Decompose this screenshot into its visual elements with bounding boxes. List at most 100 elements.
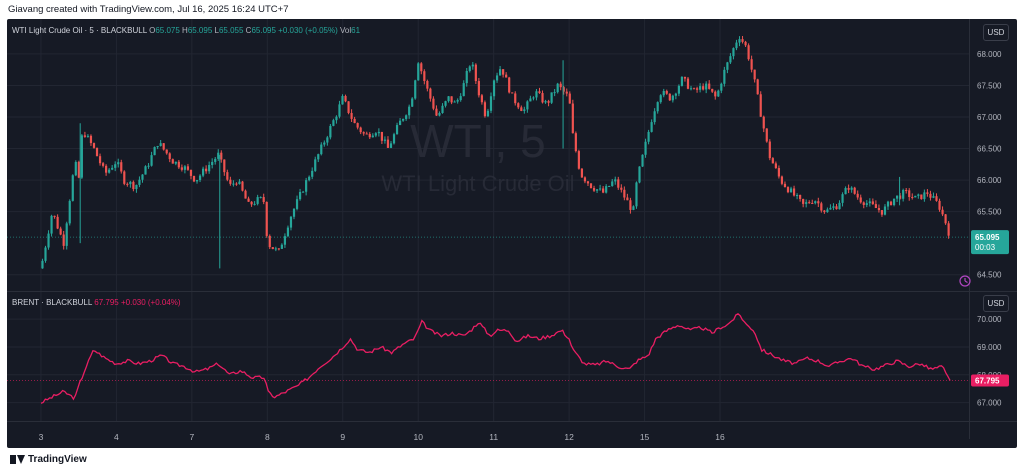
wti-candle[interactable]: [68, 200, 71, 224]
wti-candle[interactable]: [568, 93, 571, 104]
wti-candle[interactable]: [483, 102, 487, 117]
wti-candle[interactable]: [914, 195, 917, 198]
wti-candle[interactable]: [329, 125, 332, 138]
wti-candle[interactable]: [189, 169, 193, 176]
wti-candle[interactable]: [377, 131, 380, 134]
wti-candle[interactable]: [562, 87, 565, 92]
wti-candle[interactable]: [153, 147, 156, 156]
wti-candle[interactable]: [686, 78, 690, 89]
wti-candle[interactable]: [241, 181, 244, 191]
wti-candle[interactable]: [892, 198, 896, 206]
wti-candle[interactable]: [350, 112, 353, 119]
wti-candle[interactable]: [144, 166, 147, 175]
wti-candle[interactable]: [277, 248, 280, 250]
wti-candle[interactable]: [105, 165, 108, 173]
wti-candle[interactable]: [729, 56, 732, 63]
wti-candle[interactable]: [468, 66, 471, 71]
wti-candle[interactable]: [408, 106, 411, 116]
wti-candle[interactable]: [595, 189, 599, 191]
wti-candle[interactable]: [917, 194, 920, 196]
wti-candle[interactable]: [774, 163, 777, 169]
wti-candle[interactable]: [492, 80, 496, 97]
wti-candle[interactable]: [659, 95, 662, 103]
wti-candle[interactable]: [896, 195, 899, 199]
wti-candle[interactable]: [565, 91, 568, 94]
wti-candle[interactable]: [929, 193, 932, 198]
wti-candle[interactable]: [762, 116, 765, 129]
wti-candle[interactable]: [583, 177, 587, 182]
wti-candle[interactable]: [447, 96, 450, 102]
wti-candle[interactable]: [98, 156, 102, 164]
wti-candle[interactable]: [811, 202, 814, 204]
wti-candle[interactable]: [620, 187, 623, 190]
wti-candle[interactable]: [338, 104, 341, 117]
wti-candle[interactable]: [556, 83, 559, 93]
brent-symbol[interactable]: BRENT · BLACKBULL: [12, 298, 93, 307]
wti-candle[interactable]: [526, 101, 529, 110]
wti-candle[interactable]: [753, 69, 756, 80]
wti-candle[interactable]: [286, 227, 290, 237]
wti-candle[interactable]: [538, 91, 541, 94]
wti-candle[interactable]: [511, 92, 514, 94]
wti-candle[interactable]: [208, 165, 211, 172]
wti-candle[interactable]: [838, 202, 841, 210]
wti-candle[interactable]: [205, 168, 208, 172]
wti-candle[interactable]: [862, 202, 865, 205]
alert-clock-icon[interactable]: [959, 275, 971, 287]
wti-candle[interactable]: [677, 85, 680, 94]
wti-candle[interactable]: [947, 223, 950, 236]
wti-candle[interactable]: [59, 228, 62, 235]
wti-candle[interactable]: [547, 101, 550, 103]
wti-candle[interactable]: [56, 216, 59, 229]
wti-candle[interactable]: [662, 91, 665, 96]
wti-candle[interactable]: [289, 216, 293, 228]
wti-candle[interactable]: [683, 76, 687, 79]
wti-candle[interactable]: [820, 203, 823, 211]
wti-candle[interactable]: [750, 59, 753, 70]
wti-candle[interactable]: [544, 101, 547, 103]
wti-candle[interactable]: [335, 116, 338, 121]
wti-candle[interactable]: [480, 95, 484, 103]
wti-candle[interactable]: [520, 107, 523, 111]
wti-candle[interactable]: [523, 109, 526, 111]
wti-candle[interactable]: [365, 133, 368, 135]
wti-candle[interactable]: [92, 143, 96, 148]
wti-candle[interactable]: [238, 181, 241, 185]
wti-candle[interactable]: [220, 152, 223, 160]
wti-candle[interactable]: [920, 194, 923, 200]
wti-candle[interactable]: [44, 247, 47, 261]
wti-candle[interactable]: [171, 159, 174, 164]
wti-candle[interactable]: [280, 244, 283, 249]
wti-candle[interactable]: [165, 149, 168, 154]
wti-candle[interactable]: [347, 101, 350, 113]
wti-candle[interactable]: [586, 181, 590, 184]
tradingview-footer[interactable]: TradingView: [10, 454, 87, 465]
wti-candle[interactable]: [908, 190, 911, 197]
wti-candle[interactable]: [298, 191, 302, 200]
wti-candle[interactable]: [517, 103, 520, 108]
wti-candle[interactable]: [211, 161, 214, 166]
wti-candle[interactable]: [868, 201, 871, 204]
wti-candle[interactable]: [435, 108, 438, 116]
wti-candle[interactable]: [274, 248, 277, 250]
wti-candle[interactable]: [117, 162, 120, 165]
wti-candle[interactable]: [332, 120, 335, 126]
wti-candle[interactable]: [86, 135, 90, 137]
wti-candle[interactable]: [77, 161, 80, 178]
wti-candle[interactable]: [41, 260, 44, 269]
wti-candle[interactable]: [83, 135, 86, 137]
wti-candle[interactable]: [711, 88, 714, 92]
wti-candle[interactable]: [123, 171, 126, 184]
wti-candle[interactable]: [126, 183, 129, 185]
wti-candle[interactable]: [508, 77, 511, 93]
wti-candle[interactable]: [756, 79, 759, 95]
wti-candle[interactable]: [935, 196, 938, 201]
wti-candle[interactable]: [608, 185, 611, 187]
wti-candle[interactable]: [292, 208, 296, 217]
wti-candle[interactable]: [129, 181, 132, 185]
wti-candle[interactable]: [905, 190, 908, 192]
wti-candle[interactable]: [302, 191, 305, 193]
wti-candle[interactable]: [671, 95, 674, 101]
wti-currency-button[interactable]: USD: [983, 24, 1009, 41]
wti-candle[interactable]: [135, 184, 138, 190]
